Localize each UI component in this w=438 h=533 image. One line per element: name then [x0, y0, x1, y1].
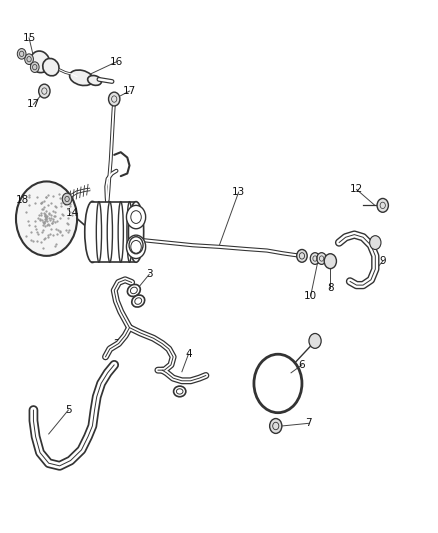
Text: 13: 13	[232, 187, 245, 197]
Circle shape	[377, 198, 389, 212]
Text: 2: 2	[113, 338, 120, 349]
Circle shape	[317, 253, 326, 264]
Ellipse shape	[128, 201, 144, 262]
Circle shape	[62, 193, 72, 205]
Ellipse shape	[70, 70, 93, 85]
Text: 10: 10	[304, 290, 317, 301]
Text: 4: 4	[185, 349, 192, 359]
Text: 15: 15	[22, 33, 36, 43]
Circle shape	[39, 84, 50, 98]
Text: 3: 3	[146, 270, 152, 279]
Text: 1: 1	[126, 208, 133, 219]
Text: 8: 8	[327, 283, 334, 293]
Circle shape	[309, 334, 321, 349]
Circle shape	[127, 205, 146, 229]
Text: 5: 5	[65, 405, 72, 415]
FancyBboxPatch shape	[92, 201, 136, 262]
Ellipse shape	[88, 76, 102, 85]
Ellipse shape	[173, 386, 186, 397]
Circle shape	[25, 54, 33, 64]
Circle shape	[324, 254, 336, 269]
Text: 17: 17	[123, 86, 136, 96]
Circle shape	[109, 92, 120, 106]
Text: 17: 17	[27, 99, 40, 109]
Ellipse shape	[132, 295, 145, 307]
Text: 16: 16	[110, 57, 123, 67]
Text: 9: 9	[379, 256, 386, 266]
Ellipse shape	[43, 59, 59, 76]
Circle shape	[30, 62, 39, 72]
Circle shape	[129, 237, 143, 254]
Ellipse shape	[85, 201, 100, 263]
Circle shape	[270, 418, 282, 433]
Circle shape	[16, 181, 77, 256]
Text: 7: 7	[305, 418, 312, 429]
Circle shape	[297, 249, 307, 262]
Circle shape	[370, 236, 381, 249]
Circle shape	[127, 235, 146, 259]
Text: 12: 12	[350, 184, 363, 195]
Text: 6: 6	[299, 360, 305, 370]
Circle shape	[17, 49, 26, 59]
Text: 18: 18	[16, 195, 29, 205]
Text: 14: 14	[66, 208, 79, 219]
Ellipse shape	[127, 285, 140, 296]
Circle shape	[310, 253, 320, 264]
Ellipse shape	[30, 51, 49, 72]
